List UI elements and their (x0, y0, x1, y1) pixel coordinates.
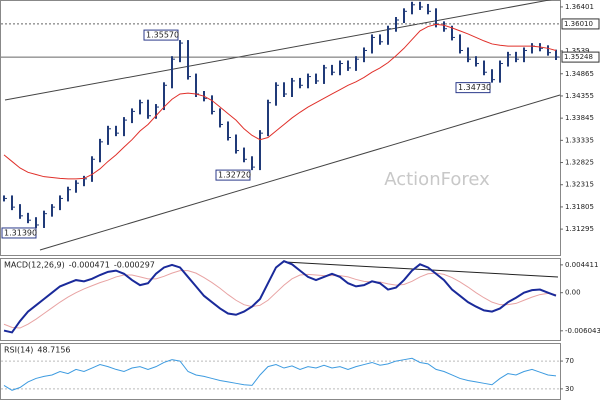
y-tick-label: 1.36401 (565, 3, 594, 11)
panel-title: RSI(14) (4, 346, 33, 355)
y-tick-label: 0.00 (565, 289, 581, 297)
y-tick-label: 1.33335 (565, 136, 594, 144)
price-frame (0, 0, 561, 256)
annotation-label: 1.31390 (4, 228, 37, 237)
y-tick-label: 1.32315 (565, 181, 594, 189)
series-line (3, 23, 557, 180)
series-line (3, 270, 557, 329)
divergence-line (284, 261, 559, 278)
panel-value: 48.7156 (37, 346, 70, 355)
macd-frame (0, 258, 561, 341)
channel-upper (4, 0, 552, 101)
panel-value: -0.000471 (69, 261, 110, 270)
series-line (3, 357, 557, 391)
y-tick-label: 1.3539 (565, 47, 590, 55)
annotation-box (455, 82, 491, 94)
annotation-box (143, 29, 179, 41)
y-tick-label: 1.31805 (565, 203, 594, 211)
panel-title: MACD(12,26,9) (4, 261, 65, 270)
level-label: 1.36010 (564, 20, 593, 28)
y-tick-label: 1.31295 (565, 225, 594, 233)
annotation-box (1, 227, 37, 239)
y-tick-label: 1.32825 (565, 159, 594, 167)
series-line (3, 260, 557, 334)
watermark: ActionForex (384, 169, 490, 190)
annotation-label: 1.34730 (458, 83, 491, 92)
y-tick-label: 0.004411 (565, 261, 598, 269)
level-box (561, 18, 600, 30)
annotation-label: 1.32720 (218, 171, 251, 180)
y-tick-label: 1.34355 (565, 92, 594, 100)
annotation-label: 1.35570 (146, 31, 179, 40)
y-tick-label: 1.33845 (565, 114, 594, 122)
panel-value: -0.000297 (114, 261, 155, 270)
channel-lower (39, 94, 561, 251)
y-tick-label: -0.006043 (565, 327, 600, 335)
y-tick-label: 70 (565, 357, 574, 365)
y-tick-label: 1.34865 (565, 70, 594, 78)
y-tick-label: 30 (565, 385, 574, 393)
annotation-box (215, 169, 251, 181)
level-label: 1.35248 (564, 53, 593, 61)
level-box (561, 51, 600, 63)
